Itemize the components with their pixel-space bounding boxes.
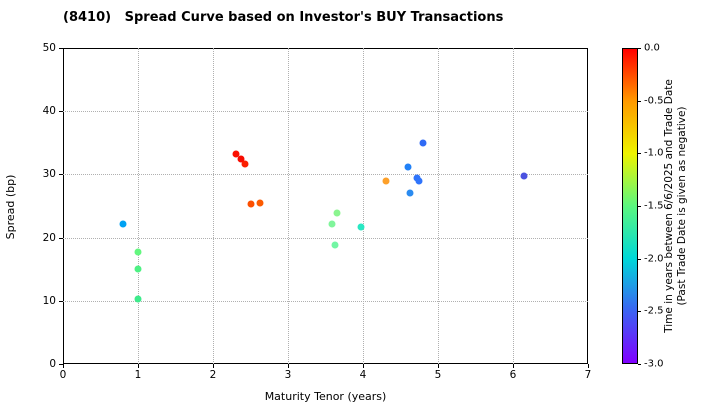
colorbar-tick-label: 0.0 xyxy=(644,42,660,54)
y-tick-mark xyxy=(59,237,63,239)
colorbar-tick-label: -0.5 xyxy=(644,95,664,107)
x-gridline xyxy=(363,48,364,364)
colorbar-tick-label: -1.5 xyxy=(644,200,664,212)
x-tick-label: 5 xyxy=(434,369,442,381)
x-gridline xyxy=(513,48,514,364)
colorbar-tick-mark xyxy=(638,364,641,365)
x-tick-label: 7 xyxy=(584,369,592,381)
x-gridline xyxy=(438,48,439,364)
data-point xyxy=(134,295,142,303)
x-tick-mark xyxy=(138,364,139,368)
colorbar-tick-label: -3.0 xyxy=(644,358,664,370)
x-tick-mark xyxy=(363,364,364,368)
data-point xyxy=(333,209,341,217)
data-point xyxy=(331,241,338,249)
x-tick-label: 6 xyxy=(509,369,517,381)
x-tick-label: 4 xyxy=(359,369,367,381)
x-gridline xyxy=(288,48,289,364)
data-point xyxy=(415,177,423,185)
data-point xyxy=(328,220,335,228)
y-tick-label: 20 xyxy=(42,231,56,244)
y-gridline xyxy=(63,111,588,113)
data-point xyxy=(406,189,413,197)
colorbar-label: Time in years between 6/6/2025 and Trade… xyxy=(663,26,689,386)
colorbar-tick-mark xyxy=(638,48,641,49)
colorbar-tick-mark xyxy=(638,153,641,155)
colorbar-tick-mark xyxy=(638,258,641,260)
colorbar-tick-mark xyxy=(638,100,641,102)
y-tick-label: 50 xyxy=(42,42,56,54)
data-point xyxy=(241,160,248,168)
y-tick-mark xyxy=(59,300,63,302)
y-tick-label: 0 xyxy=(49,358,56,370)
plot-area xyxy=(63,48,588,364)
x-tick-mark xyxy=(438,364,439,368)
x-tick-mark xyxy=(213,364,214,368)
data-point xyxy=(232,150,239,158)
y-tick-mark xyxy=(59,174,63,176)
colorbar-tick-mark xyxy=(638,206,641,207)
data-point xyxy=(119,220,127,228)
colorbar-label-line1: Time in years between 6/6/2025 and Trade… xyxy=(663,79,675,333)
data-point xyxy=(419,139,427,147)
colorbar-tick-mark xyxy=(638,311,641,313)
x-tick-mark xyxy=(63,364,64,368)
x-tick-label: 0 xyxy=(59,369,67,381)
x-tick-label: 1 xyxy=(134,369,142,381)
y-tick-mark xyxy=(59,48,63,49)
y-gridline xyxy=(63,300,588,302)
x-gridline xyxy=(138,48,139,364)
colorbar-label-line2: (Past Trade Date is given as negative) xyxy=(676,106,688,306)
data-point xyxy=(256,199,263,207)
data-point xyxy=(382,177,389,185)
colorbar-tick-label: -2.5 xyxy=(644,305,664,317)
y-gridline xyxy=(63,237,588,239)
x-tick-label: 3 xyxy=(284,369,292,381)
y-tick-label: 30 xyxy=(42,168,56,181)
data-point xyxy=(357,223,365,231)
x-tick-mark xyxy=(288,364,289,368)
x-axis-label: Maturity Tenor (years) xyxy=(264,390,387,403)
data-point xyxy=(134,265,142,273)
data-point xyxy=(404,163,412,171)
y-tick-mark xyxy=(59,111,63,113)
colorbar-tick-label: -1.0 xyxy=(644,147,664,159)
data-point xyxy=(520,172,528,180)
data-point xyxy=(134,248,142,255)
x-gridline xyxy=(213,48,214,364)
x-tick-label: 2 xyxy=(209,369,217,381)
y-gridline xyxy=(63,174,588,176)
colorbar xyxy=(622,48,638,364)
y-tick-mark xyxy=(59,364,63,365)
data-point xyxy=(247,200,254,208)
colorbar-tick-label: -2.0 xyxy=(644,253,664,265)
data-point xyxy=(237,155,245,163)
y-axis-label: Spread (bp) xyxy=(4,174,17,240)
y-tick-label: 40 xyxy=(42,105,56,118)
x-tick-mark xyxy=(588,364,589,368)
y-tick-label: 10 xyxy=(42,294,56,307)
chart-title: (8410) Spread Curve based on Investor's … xyxy=(63,10,504,25)
x-tick-mark xyxy=(513,364,514,368)
